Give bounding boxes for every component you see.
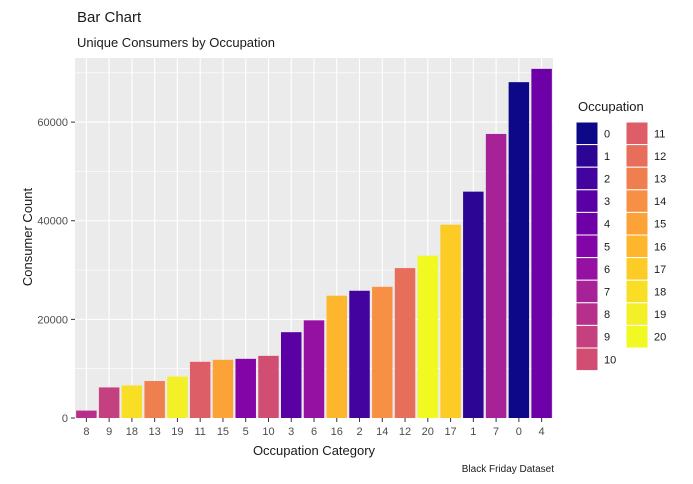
x-tick-label: 2 [356,426,362,438]
y-axis-title: Consumer Count [20,187,35,286]
legend-label-11: 11 [654,128,665,140]
x-tick-label: 14 [376,426,388,438]
legend-key-18 [625,279,649,304]
x-tick-label: 7 [493,426,499,438]
bar-occupation-19 [167,376,188,418]
x-tick-label: 19 [171,426,183,438]
bar-occupation-9 [98,387,120,418]
bar-occupation-1 [463,191,484,418]
legend-label-19: 19 [654,309,666,321]
y-tick-label: 20000 [37,314,68,326]
x-tick-label: 16 [331,426,343,438]
x-tick-label: 11 [194,426,205,438]
legend-key-5 [575,234,599,259]
x-tick-label: 18 [126,426,138,438]
bars [76,68,552,419]
bar-occupation-0 [508,82,530,419]
bar-occupation-15 [212,359,234,418]
y-tick-label: 0 [62,413,68,425]
legend-key-7 [575,279,599,304]
legend-key-19 [625,302,649,326]
legend-key-8 [575,302,599,326]
x-tick-label: 9 [106,426,112,438]
legend-label-4: 4 [604,219,610,231]
legend-label-8: 8 [604,309,610,321]
legend-label-0: 0 [604,128,610,140]
legend-key-1 [575,144,599,168]
legend-key-10 [575,347,599,372]
legend-label-17: 17 [654,264,666,276]
bar-occupation-16 [326,295,348,418]
x-tick-label: 15 [217,426,229,438]
bar-occupation-8 [76,410,97,418]
legend-label-10: 10 [604,354,616,366]
bar-occupation-4 [531,68,552,419]
bar-occupation-10 [258,355,279,418]
x-tick-label: 6 [311,426,317,438]
chart-subtitle: Unique Consumers by Occupation [77,35,275,50]
x-tick-label: 12 [399,426,411,438]
legend-key-17 [625,257,649,281]
legend-key-12 [625,144,649,168]
x-tick-label: 0 [516,426,522,438]
chart-caption: Black Friday Dataset [462,464,554,475]
legend-key-6 [575,257,599,281]
legend-label-7: 7 [604,287,610,299]
bar-occupation-3 [280,332,302,418]
bar-occupation-7 [485,133,507,419]
legend-label-20: 20 [654,332,666,344]
legend-label-9: 9 [604,332,610,344]
x-tick-label: 13 [149,426,161,438]
x-tick-label: 4 [539,426,545,438]
bar-occupation-20 [417,255,439,418]
x-tick-label: 8 [83,426,89,438]
legend-label-15: 15 [654,219,666,231]
bar-occupation-2 [349,290,370,418]
legend-label-6: 6 [604,264,610,276]
legend-key-11 [625,121,649,146]
legend-label-2: 2 [604,174,610,186]
legend-key-0 [575,121,599,146]
legend-key-14 [625,189,649,213]
bar-occupation-13 [144,381,165,418]
legend-label-13: 13 [654,174,666,186]
bar-occupation-6 [303,320,325,418]
legend-label-16: 16 [654,241,666,253]
chart-title: Bar Chart [77,9,142,26]
legend-label-5: 5 [604,241,610,253]
x-tick-label: 5 [243,426,249,438]
legend-key-15 [625,211,649,236]
legend-key-13 [625,166,649,191]
legend-label-3: 3 [604,196,610,208]
x-tick-label: 20 [422,426,434,438]
legend-label-18: 18 [654,287,666,299]
x-tick-label: 10 [262,426,274,438]
bar-occupation-11 [189,361,211,418]
legend-key-3 [575,189,599,213]
legend-title: Occupation [578,99,644,114]
bar-occupation-14 [372,286,393,418]
bar-occupation-12 [394,268,416,418]
legend-key-2 [575,166,599,191]
bar-occupation-5 [235,358,256,418]
legend-label-14: 14 [654,196,666,208]
legend-label-1: 1 [604,151,610,163]
y-axis: 0 20000 40000 60000 [37,117,75,425]
legend-key-4 [575,211,599,236]
x-axis: 8 9 18 13 19 11 15 5 10 3 6 16 2 14 12 20 17 1 7 0 4 [83,418,545,438]
legend-key-9 [575,324,599,349]
legend-key-16 [625,234,649,259]
y-tick-label: 40000 [37,216,68,228]
x-tick-label: 3 [288,426,294,438]
legend-key-20 [625,324,649,349]
y-tick-label: 60000 [37,117,68,129]
x-tick-label: 1 [470,426,476,438]
x-tick-label: 17 [444,426,456,438]
x-axis-title: Occupation Category [253,443,376,458]
bar-occupation-17 [440,224,461,418]
legend-label-12: 12 [654,151,666,163]
bar-occupation-18 [121,385,143,418]
